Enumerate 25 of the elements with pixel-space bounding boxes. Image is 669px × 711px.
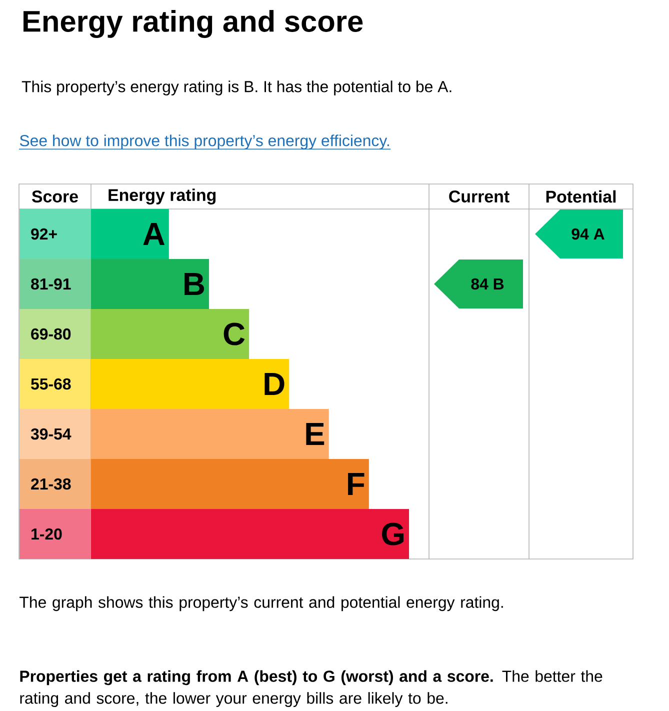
chart-subtitle: This property’s energy rating is B. It has the potential to be A. <box>22 80 452 96</box>
text: Potential <box>546 190 616 203</box>
y-tick-label: G <box>382 522 404 546</box>
y-tick-label: D <box>264 373 284 395</box>
y-tick-label: B <box>184 273 204 295</box>
text: 1-20 <box>32 528 62 540</box>
text: 81-91 <box>31 278 71 290</box>
text: The graph shows this property’s current and potential energy rating. <box>20 596 503 612</box>
text: 94 A <box>572 228 604 240</box>
text: 92+ <box>31 228 57 240</box>
text: 55-68 <box>31 378 71 390</box>
text: 21-38 <box>31 478 71 490</box>
text: 69-80 <box>31 328 71 340</box>
text: Score <box>32 190 78 203</box>
y-tick-label: E <box>306 423 324 445</box>
text: See how to improve this property’s energy efficiency. <box>20 134 389 150</box>
text: 84 B <box>471 278 504 290</box>
text: Properties get a rating from A (best) to G (worst) and a score. The better the rating and score, the lower your energy bills are likely to be. <box>20 670 602 707</box>
text: Energy rating <box>108 188 216 204</box>
y-tick-label: C <box>224 322 245 346</box>
y-tick-label: F <box>348 473 364 495</box>
chart-title: Energy rating and score <box>24 10 363 38</box>
y-tick-label: A <box>143 223 165 245</box>
text: Current <box>449 190 510 203</box>
text: 39-54 <box>30 428 72 440</box>
